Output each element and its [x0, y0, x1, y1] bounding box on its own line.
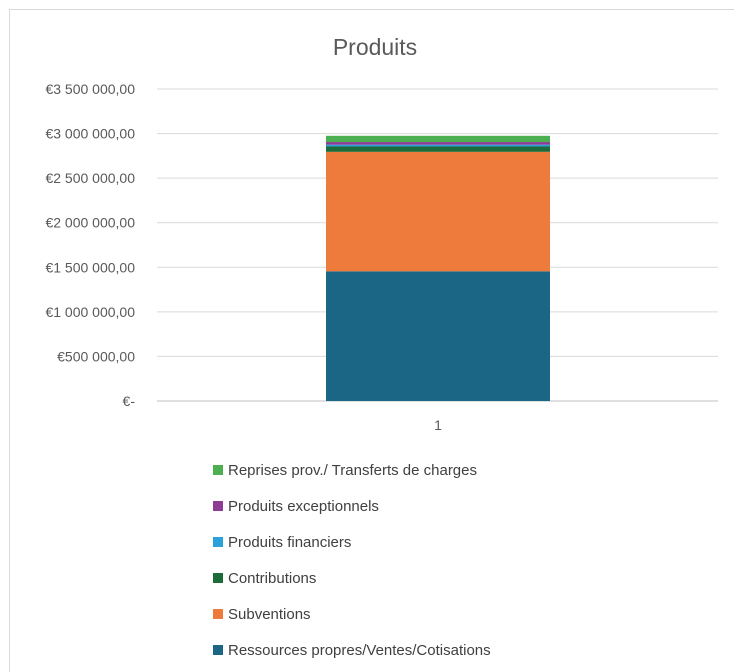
legend-swatch	[213, 501, 223, 511]
legend-label: Produits financiers	[228, 533, 352, 551]
legend-item: Produits exceptionnels	[213, 488, 491, 524]
legend-swatch	[213, 573, 223, 583]
y-tick-label: €-	[123, 393, 136, 409]
bar-segment-5	[326, 135, 550, 143]
legend-swatch	[213, 609, 223, 619]
y-tick-label: €500 000,00	[57, 348, 135, 364]
bar-stack	[326, 135, 550, 401]
bar-segment-4	[326, 142, 550, 145]
y-axis-tick-labels: €- €500 000,00 €1 000 000,00 €1 500 000,00 €…	[45, 81, 135, 409]
bar-segment-3	[326, 144, 550, 147]
legend: Reprises prov./ Transferts de charges Pro…	[213, 452, 491, 668]
y-tick-label: €1 000 000,00	[45, 304, 135, 320]
legend-swatch	[213, 645, 223, 655]
bar-segment-0	[326, 271, 550, 401]
legend-item: Reprises prov./ Transferts de charges	[213, 452, 491, 488]
bar-segment-2	[326, 146, 550, 152]
legend-swatch	[213, 537, 223, 547]
y-tick-label: €2 500 000,00	[45, 170, 135, 186]
x-axis-tick-labels: 1	[434, 417, 442, 433]
y-tick-label: €3 500 000,00	[45, 81, 135, 97]
y-tick-label: €3 000 000,00	[45, 126, 135, 142]
legend-item: Produits financiers	[213, 524, 491, 560]
bar-segment-1	[326, 151, 550, 272]
legend-item: Ressources propres/Ventes/Cotisations	[213, 632, 491, 668]
legend-item: Contributions	[213, 560, 491, 596]
legend-item: Subventions	[213, 596, 491, 632]
chart-frame	[9, 9, 734, 672]
legend-label: Reprises prov./ Transferts de charges	[228, 461, 477, 479]
y-tick-label: €1 500 000,00	[45, 259, 135, 275]
y-tick-label: €2 000 000,00	[45, 215, 135, 231]
legend-label: Subventions	[228, 605, 311, 623]
legend-label: Contributions	[228, 569, 317, 587]
chart-title: Produits	[333, 34, 417, 60]
legend-swatch	[213, 465, 223, 475]
x-tick-label: 1	[434, 417, 442, 433]
legend-label: Ressources propres/Ventes/Cotisations	[228, 641, 491, 659]
legend-label: Produits exceptionnels	[228, 497, 379, 515]
